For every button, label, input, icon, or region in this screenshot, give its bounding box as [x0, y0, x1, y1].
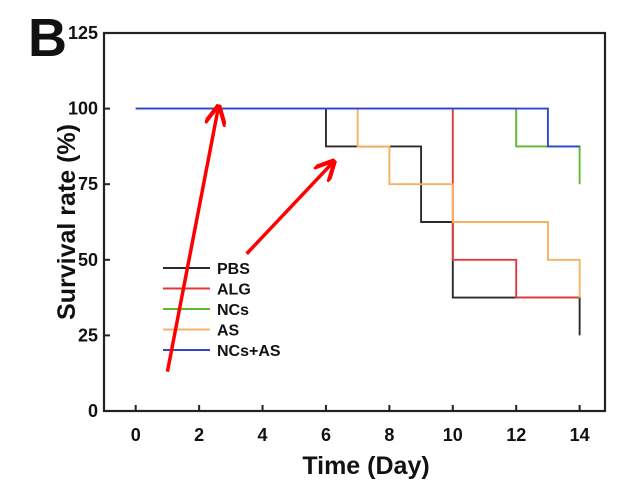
x-tick-label: 6: [321, 425, 331, 445]
x-tick-label: 12: [506, 425, 526, 445]
series-line-as: [135, 107, 581, 298]
x-tick-label: 14: [570, 425, 590, 445]
x-tick-label: 10: [443, 425, 463, 445]
y-tick-label: 25: [78, 325, 98, 345]
y-axis-title: Survival rate (%): [53, 124, 81, 320]
annotation-arrow: [245, 163, 333, 255]
x-tick-label: 0: [131, 425, 141, 445]
y-tick-label: 125: [68, 23, 98, 43]
legend-label: NCs: [217, 302, 249, 319]
annotation-arrow: [165, 109, 218, 373]
y-tick-label: 50: [78, 250, 98, 270]
legend-label: ALG: [217, 282, 251, 299]
plot-area: 0 25 50 75 100 125 0 2 4 6 8 10 12 14 PBS ALG NCs AS NCs+A…: [68, 23, 607, 445]
y-tick-label: 75: [78, 174, 98, 194]
panel-label: B: [28, 8, 67, 68]
x-tick-label: 4: [258, 425, 268, 445]
legend-label: PBS: [217, 261, 250, 278]
series-line-ncs-as: [135, 107, 580, 148]
y-tick-label: 0: [88, 401, 98, 421]
legend-label: NCs+AS: [217, 343, 281, 360]
plot-frame: [102, 31, 607, 413]
x-tick-label: 2: [194, 425, 204, 445]
legend-label: AS: [217, 323, 240, 340]
y-tick-label: 100: [68, 99, 98, 119]
x-tick-label: 8: [384, 425, 394, 445]
x-axis-title: Time (Day): [302, 452, 429, 480]
